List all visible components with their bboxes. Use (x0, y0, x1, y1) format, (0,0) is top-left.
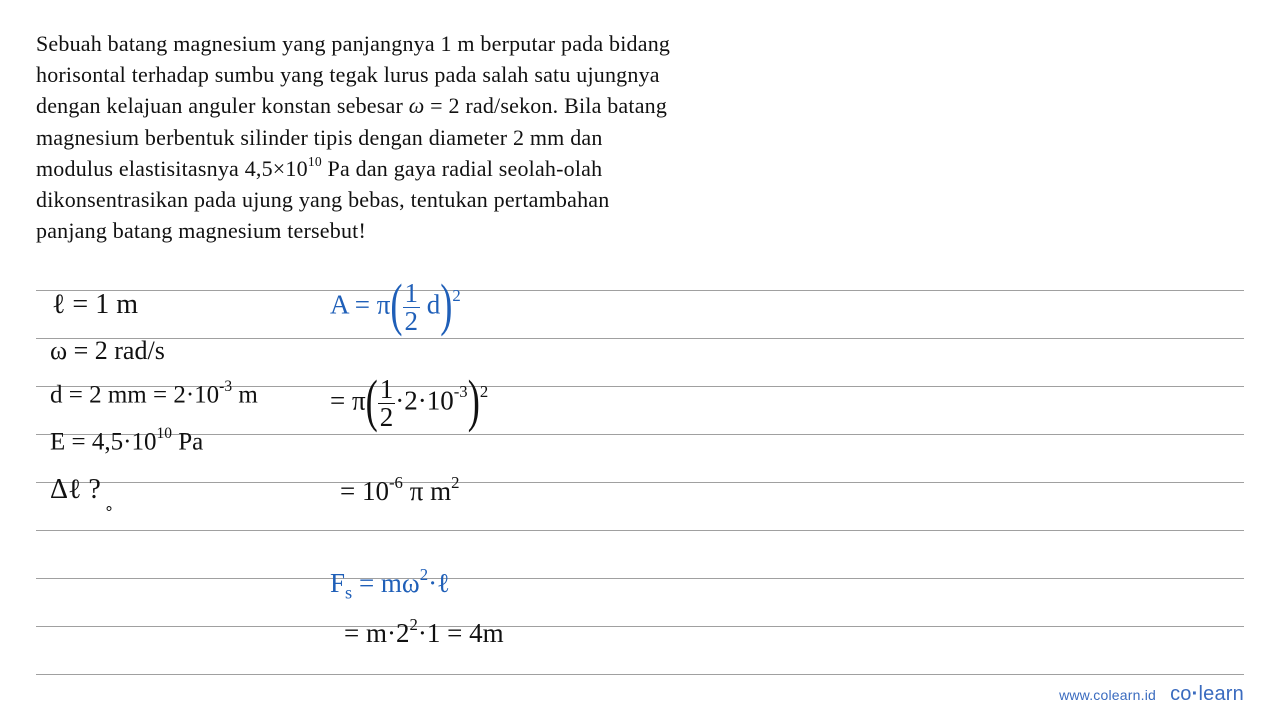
rule-line (36, 578, 1244, 579)
handwriting-d-val: d = 2 mm = 2·10-3 m (50, 380, 258, 409)
rule-line (36, 626, 1244, 627)
footer-url: www.colearn.id (1059, 687, 1156, 703)
question-text: Sebuah batang magnesium yang panjangnya … (36, 28, 676, 247)
handwriting-w-val: ω = 2 rad/s (50, 336, 165, 366)
rule-line (36, 482, 1244, 483)
handwriting-A-res: = 10-6 π m2 (340, 475, 459, 507)
handwriting-e-val: E = 4,5·1010 Pa (50, 427, 203, 456)
worksheet-page: Sebuah batang magnesium yang panjangnya … (0, 0, 1280, 720)
rule-line (36, 338, 1244, 339)
handwriting-A-eq: A = π(12 d)2 (330, 280, 461, 335)
handwriting-dl-dot: ∘ (104, 498, 114, 518)
rule-line (36, 434, 1244, 435)
handwriting-l-val: ℓ = 1 m (52, 289, 138, 321)
footer-brand: co·learn (1170, 683, 1244, 705)
ruled-area (0, 290, 1280, 720)
rule-line (36, 290, 1244, 291)
rule-line (36, 530, 1244, 531)
rule-line (36, 674, 1244, 675)
handwriting-A-sub: = π(12·2·10-3)2 (330, 376, 488, 431)
footer: www.colearn.id co·learn (1059, 683, 1244, 706)
handwriting-Fs-res: = m·22·1 = 4m (344, 617, 504, 649)
handwriting-Fs-eq: Fs = mω2·ℓ (330, 567, 450, 603)
handwriting-dl-q: Δℓ ? (50, 474, 101, 506)
